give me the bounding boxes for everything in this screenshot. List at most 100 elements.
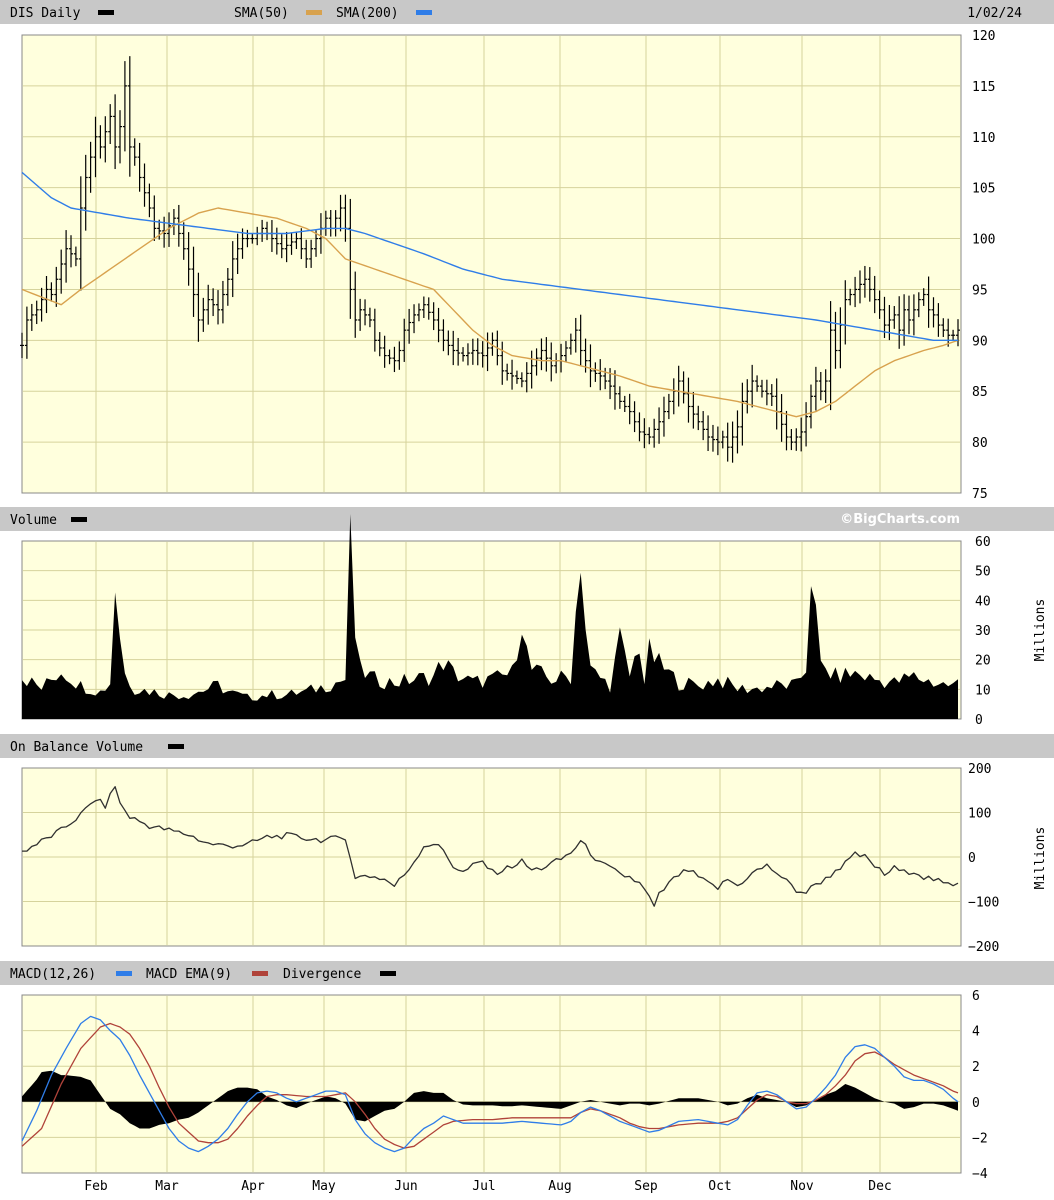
y-tick-label: 10: [975, 683, 991, 698]
price-ohlc-bar: [426, 297, 431, 320]
price-ohlc-bar: [818, 371, 823, 401]
price-ohlc-bar: [568, 333, 573, 355]
price-ohlc-bar: [505, 363, 510, 381]
price-ohlc-bar: [294, 231, 299, 250]
sma200-legend-label: SMA(200): [336, 6, 399, 21]
price-ohlc-bar: [446, 330, 451, 356]
price-ohlc-bar: [755, 375, 760, 392]
price-ohlc-bar: [926, 276, 931, 328]
price-ohlc-bar: [142, 163, 147, 207]
divergence-legend-swatch: [380, 971, 396, 976]
price-ohlc-bar: [872, 275, 877, 314]
price-ohlc-bar: [137, 142, 142, 192]
symbol-label: DIS Daily: [10, 6, 81, 21]
price-ohlc-bar: [470, 338, 475, 365]
price-ohlc-bar: [759, 379, 764, 398]
price-ohlc-bar: [617, 386, 622, 409]
price-ohlc-bar: [83, 154, 88, 231]
price-ohlc-bar: [186, 232, 191, 286]
price-ohlc-bar: [647, 427, 652, 445]
y-tick-label: 120: [972, 29, 995, 44]
y-tick-label: −2: [972, 1131, 988, 1146]
price-ohlc-bar: [64, 230, 69, 283]
price-ohlc-bar: [431, 302, 436, 331]
price-ohlc-bar: [34, 300, 39, 325]
price-ohlc-bar: [808, 384, 813, 429]
price-ohlc-bar: [804, 402, 809, 447]
y-tick-label: −4: [972, 1167, 988, 1182]
y-tick-label: 95: [972, 283, 988, 298]
volume-panel: Volume ©BigCharts.com 60 50 40 30 20 10 0 Mill…: [0, 507, 1054, 728]
macd-legend-swatch: [116, 971, 132, 976]
price-ohlc-bar: [235, 233, 240, 275]
y-tick-label: 40: [975, 594, 991, 609]
price-ohlc-bar: [799, 417, 804, 452]
price-ohlc-bar: [240, 228, 245, 259]
month-label: Sep: [634, 1179, 658, 1194]
y-tick-label: 200: [968, 762, 991, 777]
price-lines: [21, 171, 959, 418]
price-ohlc-bar: [279, 234, 284, 259]
sma50-line: [21, 207, 959, 418]
y-tick-label: 80: [972, 436, 988, 451]
price-ohlc-bar: [715, 426, 720, 456]
price-ohlc-bar: [956, 319, 960, 347]
price-ohlc-bar: [882, 296, 887, 339]
month-label: Nov: [790, 1179, 814, 1194]
price-ohlc-bar: [416, 303, 421, 322]
month-label: May: [312, 1179, 336, 1194]
price-ohlc-bar: [853, 276, 858, 308]
price-ohlc-bar: [598, 359, 603, 391]
price-ohlc-bar: [441, 319, 446, 352]
price-ohlc-bar: [299, 228, 304, 260]
price-ohlc-bar: [539, 338, 544, 371]
macd-ema-legend-label: MACD EMA(9): [146, 967, 232, 982]
price-ohlc-bar: [309, 239, 314, 268]
price-ohlc-bar: [274, 227, 279, 255]
sma200-line: [21, 171, 958, 341]
price-ohlc-bar: [103, 116, 108, 163]
price-ohlc-bar: [353, 271, 358, 338]
price-ohlc-bar: [936, 303, 941, 337]
y-tick-label: 30: [975, 624, 991, 639]
price-ohlc-bar: [20, 332, 24, 359]
price-ohlc-bar: [88, 141, 93, 193]
y-tick-label: 0: [972, 1096, 980, 1111]
price-ohlc-bar: [529, 350, 534, 389]
price-ohlc-bar: [225, 268, 230, 306]
price-ohlc-bar: [686, 377, 691, 423]
price-ohlc-bar: [196, 272, 201, 342]
price-ohlc-bar: [29, 303, 34, 331]
price-ohlc-bar: [549, 342, 554, 382]
price-ohlc-bar: [284, 231, 289, 263]
price-ohlc-bar: [779, 394, 784, 442]
month-label: Oct: [708, 1179, 731, 1194]
price-ohlc-bar: [652, 418, 657, 448]
obv-y-ticks: 200 100 0 −100 −200: [968, 762, 999, 955]
month-label: Feb: [84, 1179, 108, 1194]
obv-line: [22, 786, 959, 907]
y-tick-label: 100: [972, 233, 995, 248]
y-tick-label: 60: [975, 535, 991, 550]
price-ohlc-bar: [706, 415, 711, 451]
price-ohlc-bar: [764, 379, 769, 406]
volume-area: [22, 514, 958, 719]
y-tick-label: −100: [968, 896, 999, 911]
price-ohlc-bar: [113, 94, 118, 170]
price-ohlc-bar: [206, 284, 211, 325]
price-ohlc-bar: [848, 288, 853, 306]
price-plot-area: [21, 34, 962, 494]
obv-header-label: On Balance Volume: [10, 740, 143, 755]
price-ohlc-bar: [387, 349, 392, 365]
price-ohlc-bar: [813, 366, 818, 411]
price-ohlc-bar: [666, 393, 671, 420]
price-ohlc-bar: [622, 395, 627, 412]
y-tick-label: 50: [975, 565, 991, 580]
obv-grid: [23, 769, 960, 945]
price-ohlc-bar: [892, 306, 897, 329]
price-ohlc-bar: [93, 116, 98, 178]
price-ohlc-bar: [108, 104, 113, 145]
price-ohlc-bar: [725, 422, 730, 462]
y-tick-label: 85: [972, 385, 988, 400]
macd-panel: MACD(12,26) MACD EMA(9) Divergence 6 4 2 0 −…: [0, 961, 1054, 1182]
